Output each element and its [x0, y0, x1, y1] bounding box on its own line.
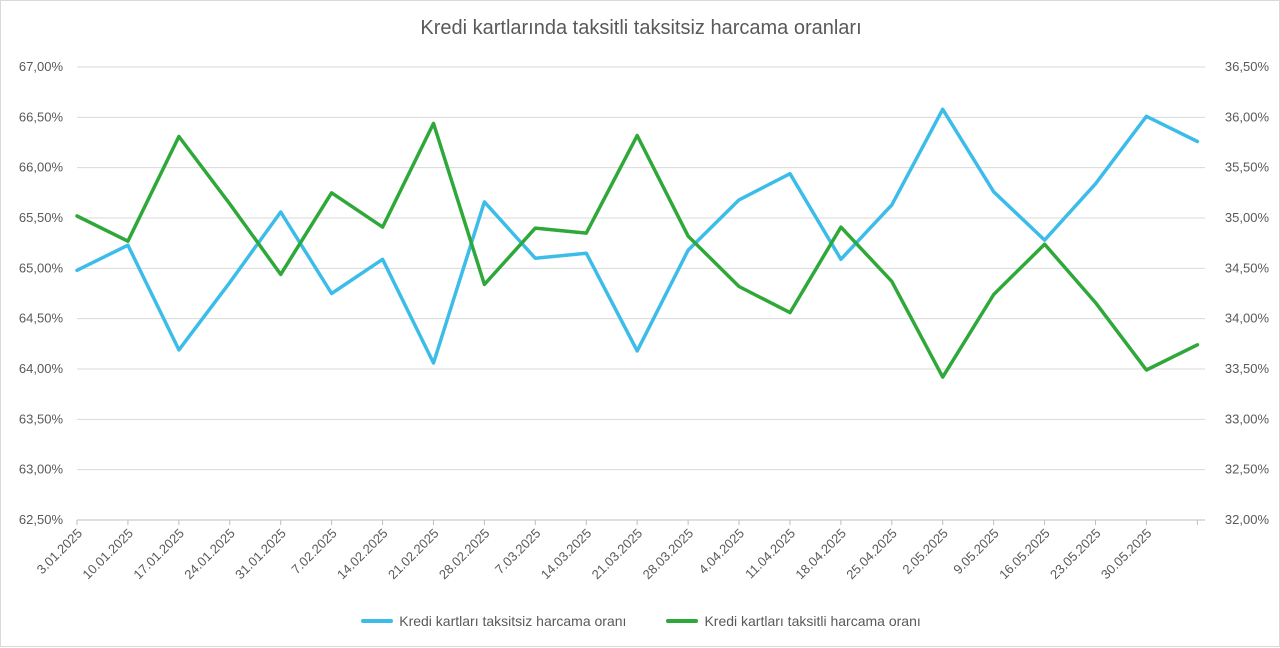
series-line-taksitli [75, 121, 1200, 379]
y-left-tick-label: 64,50% [19, 311, 64, 326]
legend-swatch-taksitsiz [361, 619, 394, 623]
x-tick-label: 7.02.2025 [288, 526, 340, 578]
y-right-tick-label: 35,50% [1225, 160, 1270, 175]
y-left-tick-label: 63,50% [19, 411, 64, 426]
x-tick-label: 7.03.2025 [492, 526, 544, 578]
legend-item-taksitsiz: Kredi kartları taksitsiz harcama oranı [361, 613, 626, 629]
y-right-tick-label: 32,00% [1225, 512, 1270, 527]
x-tick-label: 31.01.2025 [232, 526, 289, 583]
y-right-tick-label: 36,00% [1225, 109, 1270, 124]
legend: Kredi kartları taksitsiz harcama oranı K… [1, 613, 1280, 629]
y-left-tick-label: 66,00% [19, 160, 64, 175]
x-tick-label: 4.04.2025 [696, 526, 748, 578]
x-tick-label: 14.02.2025 [334, 526, 391, 583]
y-left-tick-label: 63,00% [19, 462, 64, 477]
y-right-tick-label: 34,50% [1225, 260, 1270, 275]
series-line-taksitsiz [75, 107, 1200, 365]
x-tick-label: 24.01.2025 [181, 526, 238, 583]
x-tick-label: 28.03.2025 [640, 526, 697, 583]
x-tick-label: 10.01.2025 [79, 526, 136, 583]
y-right-tick-label: 33,50% [1225, 361, 1270, 376]
y-left-tick-label: 66,50% [19, 109, 64, 124]
y-right-tick-label: 34,00% [1225, 311, 1270, 326]
x-tick-label: 16.05.2025 [996, 526, 1053, 583]
x-tick-label: 18.04.2025 [792, 526, 849, 583]
x-tick-label: 17.01.2025 [130, 526, 187, 583]
y-left-tick-label: 65,00% [19, 260, 64, 275]
x-tick-label: 11.04.2025 [742, 526, 798, 582]
x-tick-label: 30.05.2025 [1098, 526, 1155, 583]
x-tick-label: 9.05.2025 [950, 526, 1002, 578]
x-tick-label: 2.05.2025 [899, 526, 951, 578]
x-tick-label: 3.01.2025 [34, 526, 86, 578]
x-tick-label: 21.03.2025 [589, 526, 646, 583]
x-tick-label: 23.05.2025 [1047, 526, 1104, 583]
y-left-tick-label: 65,50% [19, 210, 64, 225]
legend-label-taksitsiz: Kredi kartları taksitsiz harcama oranı [399, 613, 627, 629]
y-right-tick-label: 32,50% [1225, 462, 1270, 477]
legend-item-taksitli: Kredi kartları taksitli harcama oranı [666, 613, 921, 629]
y-left-tick-label: 67,00% [19, 59, 64, 74]
legend-swatch-taksitli [666, 619, 699, 623]
y-left-tick-label: 64,00% [19, 361, 64, 376]
y-right-tick-label: 35,00% [1225, 210, 1270, 225]
legend-label-taksitli: Kredi kartları taksitli harcama oranı [704, 613, 921, 629]
y-right-tick-label: 33,00% [1225, 411, 1270, 426]
x-tick-label: 25.04.2025 [843, 526, 900, 583]
chart-title: Kredi kartlarında taksitli taksitsiz har… [420, 17, 862, 39]
x-tick-label: 28.02.2025 [436, 526, 493, 583]
x-tick-label: 14.03.2025 [538, 526, 595, 583]
y-left-tick-label: 62,50% [19, 512, 64, 527]
x-tick-label: 21.02.2025 [385, 526, 442, 583]
y-right-tick-label: 36,50% [1225, 59, 1270, 74]
